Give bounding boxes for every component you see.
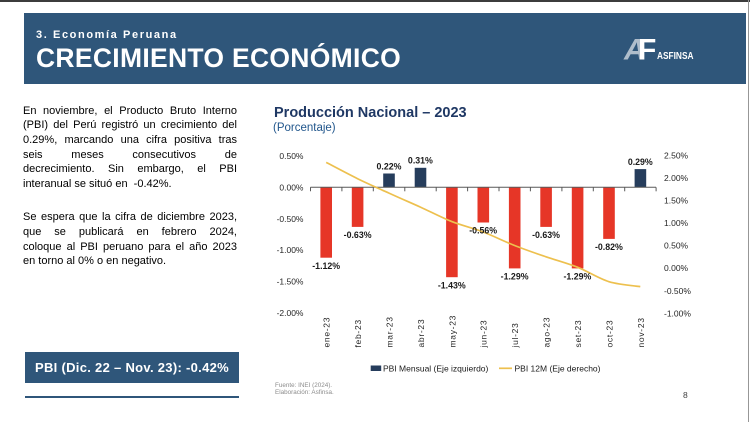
svg-text:-1.00%: -1.00% — [664, 308, 691, 318]
svg-text:0.00%: 0.00% — [279, 182, 304, 192]
svg-text:may-23: may-23 — [447, 315, 457, 348]
svg-text:-0.82%: -0.82% — [595, 242, 623, 252]
svg-text:0.00%: 0.00% — [664, 263, 689, 273]
svg-text:-0.50%: -0.50% — [277, 214, 304, 224]
svg-text:0.22%: 0.22% — [377, 161, 402, 171]
svg-text:0.50%: 0.50% — [279, 151, 304, 161]
svg-text:-1.50%: -1.50% — [277, 277, 304, 287]
svg-text:1.50%: 1.50% — [664, 195, 689, 205]
svg-text:0.31%: 0.31% — [408, 156, 433, 166]
svg-text:PBI 12M (Eje derecho): PBI 12M (Eje derecho) — [515, 364, 601, 374]
svg-text:abr-23: abr-23 — [416, 319, 426, 348]
svg-text:ago-23: ago-23 — [542, 317, 552, 348]
svg-text:2.00%: 2.00% — [664, 173, 689, 183]
svg-text:nov-23: nov-23 — [636, 317, 646, 347]
svg-text:-0.50%: -0.50% — [664, 286, 691, 296]
svg-text:A: A — [623, 36, 646, 64]
svg-text:1.00%: 1.00% — [664, 218, 689, 228]
svg-text:PBI Mensual (Eje izquierdo): PBI Mensual (Eje izquierdo) — [383, 364, 489, 374]
svg-text:-1.00%: -1.00% — [277, 245, 304, 255]
svg-text:set-23: set-23 — [573, 320, 583, 348]
svg-text:2.50%: 2.50% — [664, 150, 689, 160]
svg-text:-0.56%: -0.56% — [469, 226, 497, 236]
svg-text:-1.43%: -1.43% — [438, 280, 466, 290]
svg-text:-0.63%: -0.63% — [532, 230, 560, 240]
svg-text:-1.29%: -1.29% — [563, 272, 591, 282]
svg-text:F: F — [638, 36, 656, 64]
svg-text:-0.63%: -0.63% — [344, 230, 372, 240]
svg-text:-2.00%: -2.00% — [277, 308, 304, 318]
svg-text:-1.29%: -1.29% — [501, 272, 529, 282]
svg-text:ene-23: ene-23 — [322, 317, 332, 348]
svg-text:-1.12%: -1.12% — [312, 261, 340, 271]
svg-text:ASFINSA: ASFINSA — [657, 51, 694, 62]
svg-text:0.29%: 0.29% — [628, 157, 653, 167]
svg-text:jul-23: jul-23 — [510, 323, 520, 349]
svg-text:jun-23: jun-23 — [479, 320, 489, 349]
svg-text:oct-23: oct-23 — [604, 320, 614, 348]
svg-text:0.50%: 0.50% — [664, 241, 689, 251]
svg-text:mar-23: mar-23 — [385, 316, 395, 347]
svg-text:feb-23: feb-23 — [353, 319, 363, 347]
